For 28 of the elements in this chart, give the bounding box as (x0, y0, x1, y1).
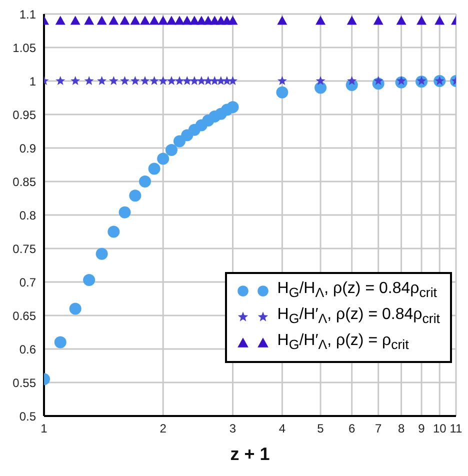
x-tick-label: 5 (317, 422, 324, 436)
y-tick-label: 0.75 (12, 242, 36, 256)
y-tick-label: 0.85 (12, 174, 36, 189)
x-tick-label: 3 (229, 422, 236, 436)
y-tick-label: 0.9 (19, 141, 36, 156)
y-tick-label: 1.05 (12, 40, 36, 55)
legend-label: H$_{G}$/H′$_{Λ}$, ρ(z) = ρ$_{crit}$ (277, 331, 409, 355)
legend-label: H$_{G}$/H$_{Λ}$, ρ(z) = 0.84ρ$_{crit}$ (277, 279, 437, 302)
x-tick-label: 10 (432, 422, 447, 436)
y-tick-label: 0.7 (19, 275, 36, 290)
x-tick-label: 8 (398, 422, 405, 436)
y-tick-label: 0.65 (12, 308, 36, 323)
x-tick-label: 11 (450, 422, 463, 436)
x-axis-title: z + 1 (230, 444, 270, 464)
x-tick-label: 1 (40, 422, 48, 436)
y-tick-label: 0.8 (19, 208, 36, 222)
y-tick-label: 0.55 (12, 376, 36, 390)
legend-label: H$_{G}$/H′$_{Λ}$, ρ(z) = 0.84ρ$_{crit}$ (277, 305, 440, 328)
y-tick-label: 1.1 (19, 7, 36, 22)
x-tick-label: 9 (418, 422, 426, 436)
x-tick-label: 7 (374, 422, 382, 436)
x-tick-label: 4 (278, 422, 286, 436)
y-tick-label: 1 (29, 74, 36, 88)
y-tick-label: 0.6 (19, 342, 36, 356)
y-tick-label: 0.5 (19, 409, 36, 424)
x-tick-label: 2 (160, 422, 167, 436)
x-tick-label: 6 (348, 422, 356, 436)
y-tick-label: 0.95 (12, 108, 36, 122)
